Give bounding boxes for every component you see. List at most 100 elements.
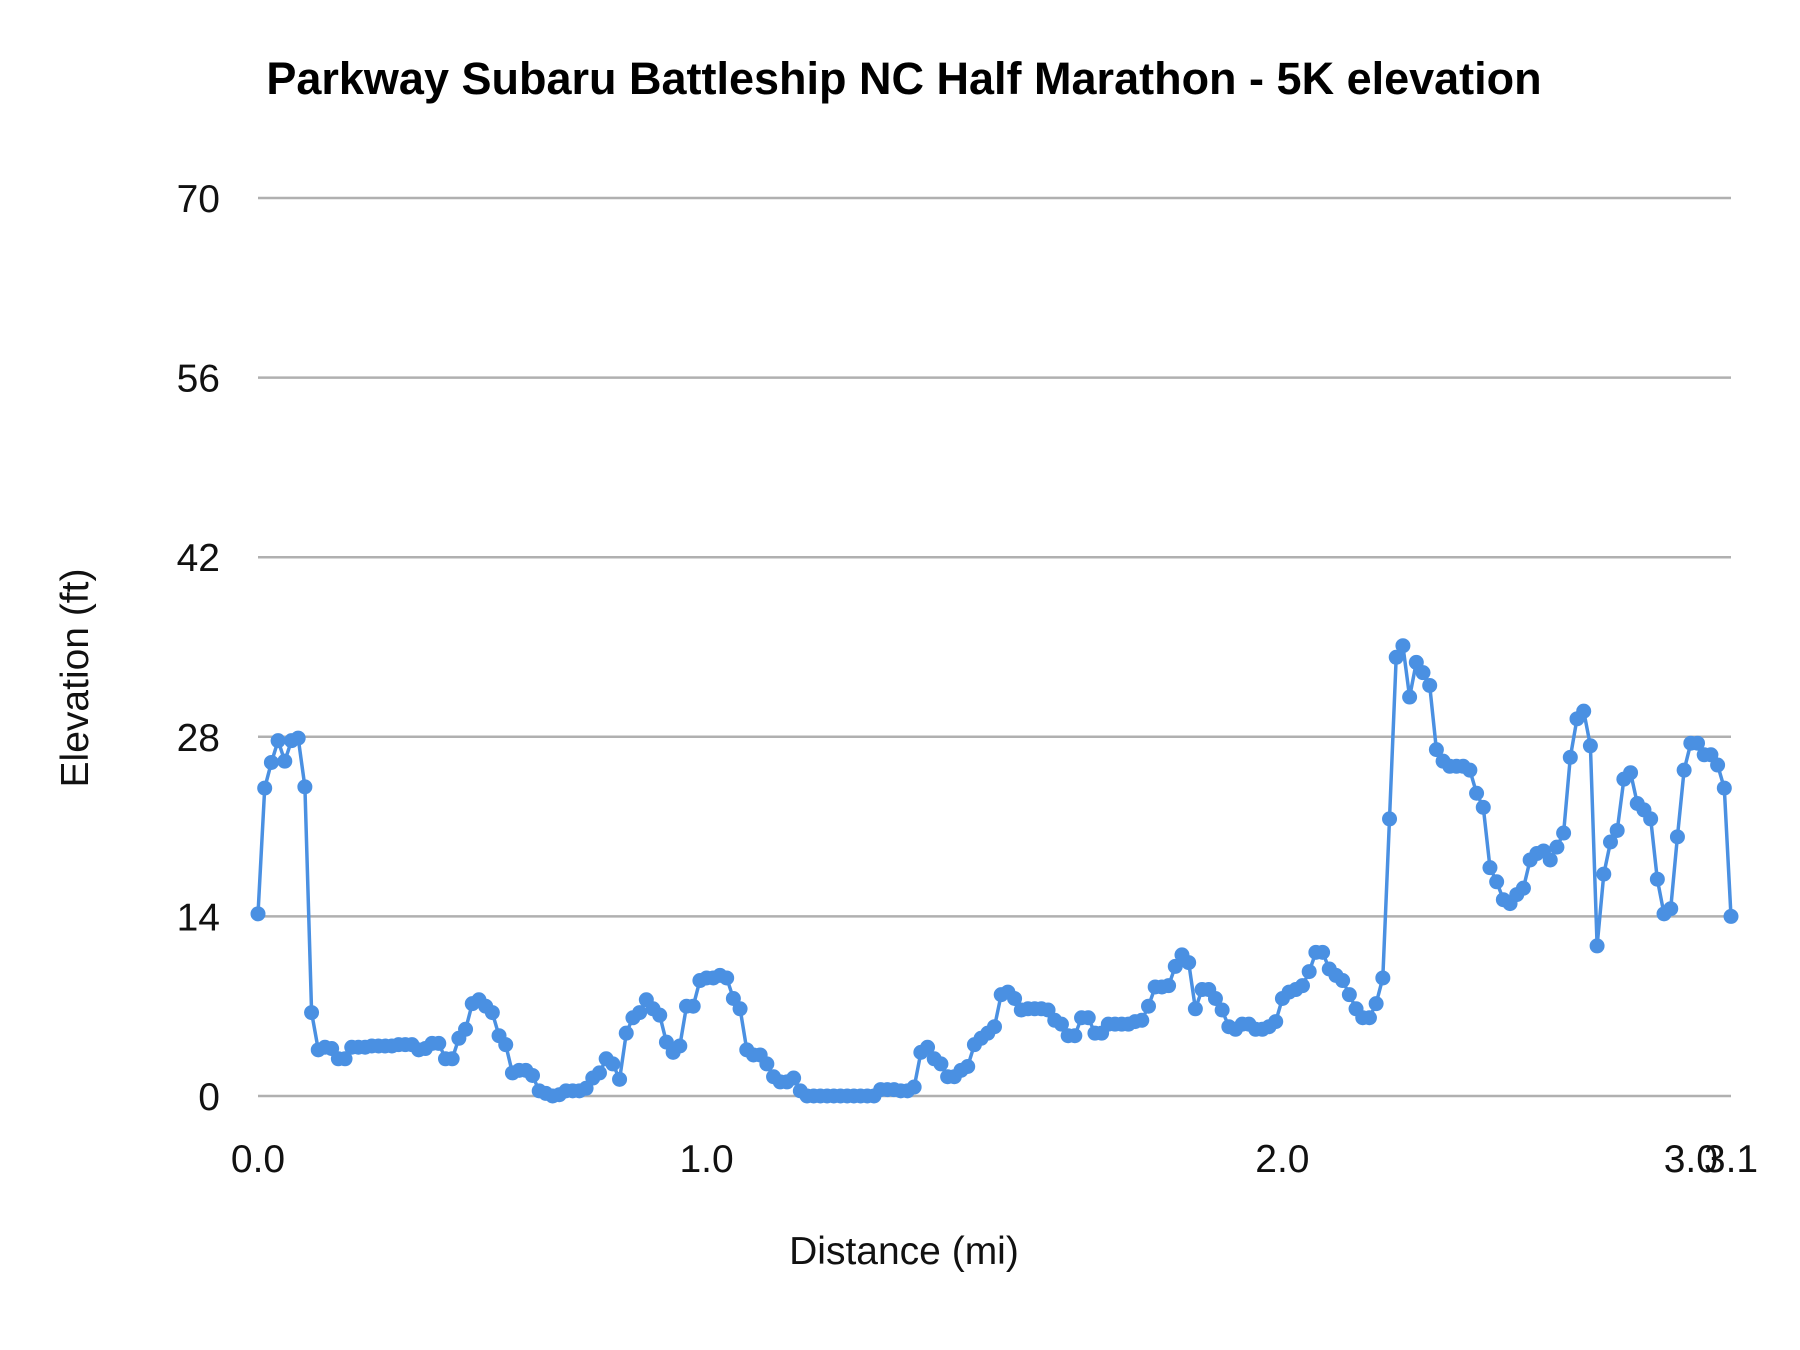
elevation-series bbox=[250, 638, 1739, 1104]
data-point bbox=[1716, 780, 1732, 796]
data-point bbox=[652, 1007, 668, 1023]
x-tick-label: 3.0 bbox=[1664, 1138, 1718, 1181]
data-point bbox=[1562, 749, 1578, 765]
x-tick-label: 3.1 bbox=[1704, 1138, 1758, 1181]
data-point bbox=[1395, 638, 1411, 654]
y-tick-label: 56 bbox=[177, 358, 220, 401]
data-point bbox=[257, 780, 273, 796]
data-point bbox=[1596, 866, 1612, 882]
data-point bbox=[1268, 1014, 1284, 1030]
data-point bbox=[1710, 757, 1726, 773]
data-point bbox=[277, 753, 293, 769]
data-point bbox=[1301, 964, 1317, 980]
data-point bbox=[1207, 991, 1223, 1007]
chart-title: Parkway Subaru Battleship NC Half Marath… bbox=[266, 53, 1541, 104]
data-point bbox=[906, 1079, 922, 1095]
data-point bbox=[1140, 998, 1156, 1014]
data-point bbox=[1582, 738, 1598, 754]
data-point bbox=[605, 1056, 621, 1072]
data-point bbox=[1382, 811, 1398, 827]
data-point bbox=[732, 1001, 748, 1017]
data-point bbox=[1469, 785, 1485, 801]
data-point bbox=[1428, 742, 1444, 758]
data-point bbox=[1080, 1010, 1096, 1026]
data-point bbox=[960, 1058, 976, 1074]
data-point bbox=[920, 1039, 936, 1055]
data-point bbox=[431, 1035, 447, 1051]
data-point bbox=[685, 998, 701, 1014]
y-tick-label: 14 bbox=[177, 896, 220, 939]
data-point bbox=[1576, 703, 1592, 719]
data-point bbox=[1161, 978, 1177, 994]
y-tick-labels: 0 14 28 42 56 70 bbox=[177, 178, 220, 1119]
data-point bbox=[1361, 1010, 1377, 1026]
data-point bbox=[1007, 991, 1023, 1007]
data-point bbox=[618, 1025, 634, 1041]
x-tick-label: 0.0 bbox=[231, 1138, 285, 1181]
data-point bbox=[1649, 871, 1665, 887]
data-point bbox=[1542, 852, 1558, 868]
x-axis-title: Distance (mi) bbox=[789, 1230, 1019, 1273]
data-point bbox=[1623, 765, 1639, 781]
x-tick-labels: 0.0 1.0 2.0 3.03.1 bbox=[231, 1138, 1758, 1181]
data-point bbox=[444, 1051, 460, 1067]
data-point bbox=[1422, 677, 1438, 693]
x-tick-label: 1.0 bbox=[679, 1138, 733, 1181]
data-point bbox=[632, 1005, 648, 1021]
data-point bbox=[290, 730, 306, 746]
data-point bbox=[1723, 908, 1739, 924]
data-point bbox=[1315, 944, 1331, 960]
data-point bbox=[1515, 880, 1531, 896]
data-point bbox=[498, 1037, 514, 1053]
data-point bbox=[304, 1005, 320, 1021]
data-point bbox=[484, 1005, 500, 1021]
data-point bbox=[525, 1067, 541, 1083]
data-point bbox=[1388, 649, 1404, 665]
data-point bbox=[672, 1038, 688, 1054]
data-point bbox=[1187, 1001, 1203, 1017]
data-point bbox=[1489, 874, 1505, 890]
data-point bbox=[1341, 987, 1357, 1003]
data-point bbox=[987, 1019, 1002, 1035]
data-point bbox=[1053, 1016, 1069, 1032]
data-point bbox=[263, 754, 279, 770]
data-point bbox=[250, 906, 266, 922]
data-point bbox=[1415, 665, 1431, 681]
data-point bbox=[1067, 1028, 1083, 1044]
data-point bbox=[1214, 1002, 1230, 1018]
data-point bbox=[1482, 860, 1498, 876]
data-point bbox=[1663, 901, 1679, 917]
gridlines bbox=[258, 196, 1731, 1098]
data-point bbox=[1462, 762, 1478, 778]
data-point bbox=[1134, 1012, 1150, 1028]
data-point bbox=[1402, 689, 1418, 705]
data-point bbox=[337, 1051, 353, 1067]
data-point bbox=[1549, 839, 1565, 855]
data-point bbox=[612, 1071, 628, 1087]
data-point bbox=[1368, 996, 1384, 1012]
data-point bbox=[297, 779, 313, 795]
data-point bbox=[933, 1056, 949, 1072]
data-point bbox=[270, 733, 286, 749]
y-axis-title: Elevation (ft) bbox=[54, 569, 97, 788]
data-point bbox=[1556, 825, 1572, 841]
data-point bbox=[759, 1056, 775, 1072]
y-tick-label: 70 bbox=[177, 178, 220, 221]
data-point bbox=[1609, 822, 1625, 838]
y-tick-label: 28 bbox=[177, 717, 220, 760]
data-point bbox=[1643, 811, 1659, 827]
data-point bbox=[719, 970, 735, 986]
y-tick-label: 42 bbox=[177, 537, 220, 580]
data-point bbox=[1676, 762, 1692, 778]
data-point bbox=[786, 1070, 802, 1086]
data-point bbox=[1690, 735, 1706, 751]
data-point bbox=[1294, 978, 1310, 994]
data-point bbox=[1669, 829, 1685, 845]
data-point bbox=[1335, 973, 1351, 989]
data-point bbox=[1602, 834, 1618, 850]
data-point bbox=[1167, 958, 1183, 974]
data-point bbox=[458, 1021, 474, 1037]
data-point bbox=[591, 1065, 607, 1081]
data-point bbox=[1475, 799, 1491, 815]
